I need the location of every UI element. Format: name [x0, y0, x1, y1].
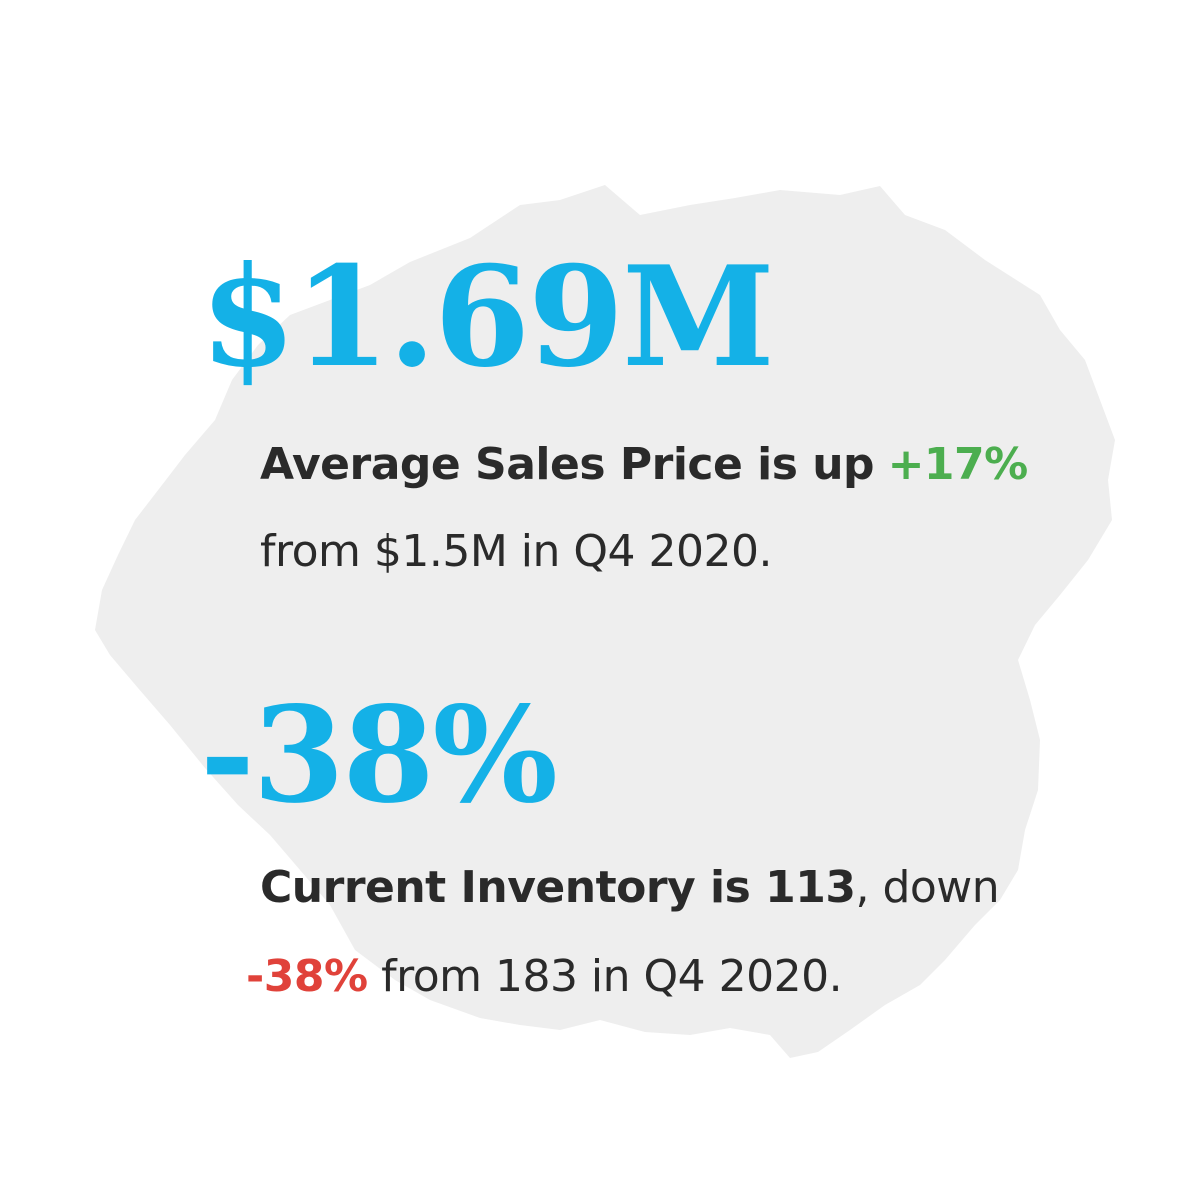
inventory-change: -38% [246, 951, 368, 1002]
inventory-label-rest: , down [855, 862, 1000, 913]
inventory-change-value: -38% [200, 678, 558, 833]
island-shape [95, 185, 1115, 1058]
inventory-detail: from 183 in Q4 2020. [381, 951, 843, 1002]
price-headline: Average Sales Price is up +17% [260, 443, 1028, 487]
inventory-detail-line: -38% from 183 in Q4 2020. [246, 955, 843, 999]
price-detail: from $1.5M in Q4 2020. [260, 526, 772, 577]
average-price-value: $1.69M [200, 235, 775, 398]
price-label: Average Sales Price is up [260, 439, 875, 490]
inventory-headline: Current Inventory is 113, down [260, 866, 1000, 910]
price-change: +17% [887, 439, 1029, 490]
inventory-label: Current Inventory is 113 [260, 862, 856, 913]
